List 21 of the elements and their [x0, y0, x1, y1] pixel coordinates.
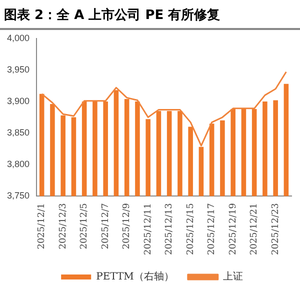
x-tick-label: 2025/12/23 [270, 202, 281, 255]
x-tick-label: 2025/12/13 [164, 202, 175, 255]
x-tick-label: 2025/12/3 [58, 202, 68, 250]
y-tick-label: 3,850 [6, 128, 30, 138]
y-tick-label: 3,900 [6, 96, 30, 106]
x-tick-label: 2025/12/9 [122, 202, 132, 250]
x-tick-label: 2025/12/7 [100, 202, 111, 250]
y-tick-label: 4,000 [6, 32, 30, 43]
legend-label: PETTM（右轴） [96, 270, 174, 283]
x-tick-label: 2025/12/5 [80, 202, 90, 250]
x-tick-label: 2025/12/1 [37, 203, 48, 250]
x-tick-label: 2025/12/15 [186, 202, 196, 255]
chart-title: 图表 2：全 A 上市公司 PE 有所修复 [0, 0, 300, 30]
x-tick-label: 2025/12/17 [207, 202, 218, 255]
y-tick-label: 3,800 [6, 159, 30, 170]
legend-label: 上证 [222, 270, 243, 283]
x-tick-label: 2025/12/19 [228, 202, 238, 255]
y-tick-label: 3,950 [6, 64, 30, 74]
y-tick-label: 3,750 [6, 190, 30, 201]
x-tick-label: 2025/12/11 [143, 203, 154, 255]
x-tick-label: 2025/12/21 [250, 203, 260, 255]
